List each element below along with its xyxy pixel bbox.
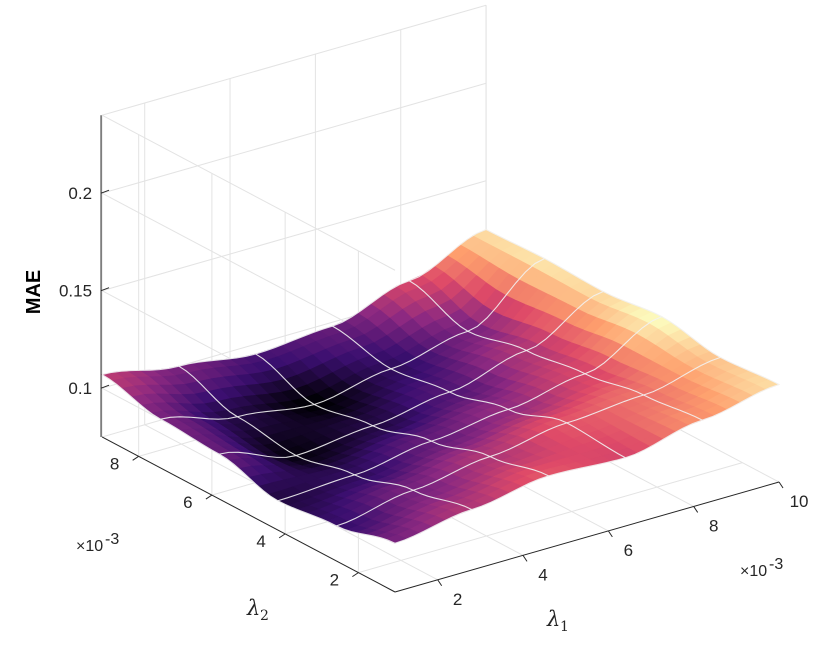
y-axis-exponent-power: -3: [105, 531, 119, 548]
x-tick-label: 2: [453, 590, 462, 609]
z-tick-mark: [100, 384, 110, 389]
y-tick-mark: [352, 572, 359, 578]
x-tick-label: 10: [790, 492, 809, 511]
x-tick-label: 6: [624, 541, 633, 560]
y-axis-exponent-base: ×10: [76, 538, 103, 555]
y-tick-label: 4: [256, 532, 265, 551]
z-tick-label: 0.15: [59, 282, 92, 301]
x-axis-exponent-power: -3: [769, 556, 783, 573]
x-axis-exponent: ×10 -3: [740, 556, 783, 580]
z-tick-mark: [100, 287, 110, 292]
x-tick-label: 4: [538, 565, 547, 584]
mesh-line: [219, 290, 604, 458]
x-axis-line: [394, 481, 780, 593]
y-axis-label: λ 2: [246, 596, 269, 624]
mesh-line: [101, 228, 487, 376]
x-tick-mark: [607, 530, 613, 538]
mesh-line: [332, 325, 626, 459]
x-tick-mark: [693, 506, 699, 513]
y-tick-label: 6: [183, 493, 192, 512]
box-edge: [101, 114, 396, 271]
floor-grid-line: [358, 462, 743, 574]
y-tick-mark: [205, 494, 213, 500]
x-axis-label-symbol: λ: [546, 607, 560, 631]
x-tick-mark: [437, 579, 443, 587]
tick-labels: 2 4 6 8 10 2 4 6 8 0.1 0.15 0.2: [59, 184, 809, 609]
y-tick-label: 8: [110, 454, 119, 473]
x-axis-label-subscript: 1: [560, 619, 569, 635]
wall-grid-line: [101, 180, 487, 292]
mesh-line: [101, 374, 396, 544]
y-axis-exponent: ×10 -3: [76, 531, 119, 555]
x-tick-mark: [778, 481, 784, 489]
y-tick-mark: [278, 533, 286, 539]
x-axis-exponent-base: ×10: [740, 563, 767, 580]
y-tick-label: 2: [330, 571, 339, 590]
x-axis-label: λ 1: [546, 607, 569, 635]
mesh-line: [336, 356, 721, 527]
x-tick-label: 8: [709, 516, 718, 535]
x-tick-mark: [522, 555, 528, 562]
y-axis-line: [101, 436, 396, 593]
z-tick-mark: [100, 189, 110, 194]
box-edge: [101, 4, 487, 116]
mesh-line: [178, 365, 473, 511]
axes-grid: [100, 4, 780, 593]
mesh-line: [408, 280, 703, 421]
z-axis-label: MAE: [23, 270, 45, 314]
mesh-line: [485, 228, 780, 386]
y-axis-label-symbol: λ: [246, 596, 260, 620]
y-tick-mark: [132, 455, 139, 461]
surface-plot: [101, 228, 780, 544]
mesh-line: [277, 316, 663, 502]
z-tick-label: 0.1: [68, 379, 92, 398]
z-tick-label: 0.2: [68, 184, 92, 203]
wall-grid-line: [101, 82, 487, 194]
mesh-line: [160, 258, 545, 420]
mesh-line: [394, 384, 780, 544]
y-axis-label-subscript: 2: [260, 608, 269, 624]
mesh-line: [255, 353, 549, 477]
